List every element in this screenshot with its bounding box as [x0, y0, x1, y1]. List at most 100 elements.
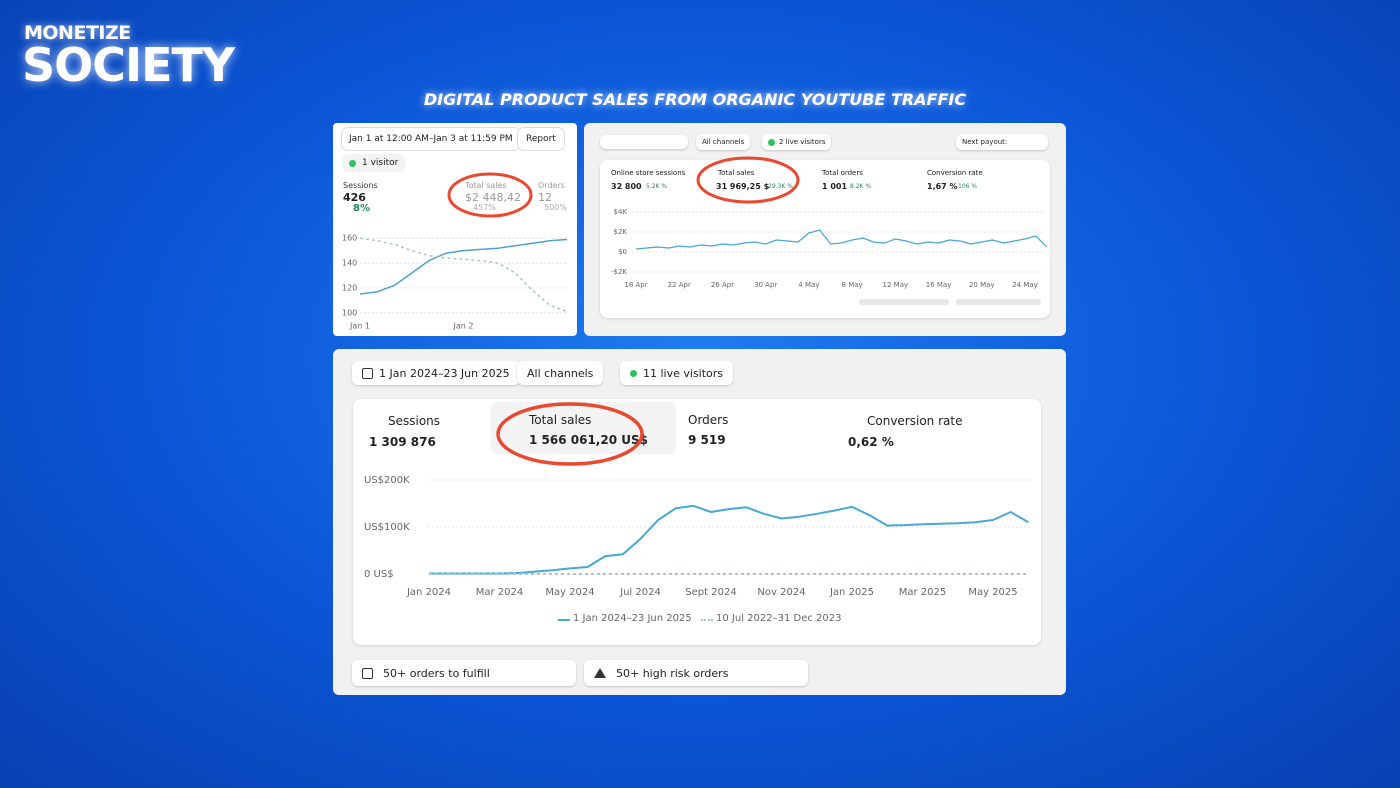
panel-2: All channels 2 live visitors Next payout…	[584, 123, 1066, 336]
metric-value: 1,67 %	[927, 182, 958, 191]
metric-label: Orders	[688, 413, 729, 427]
visitors: 1 visitor	[342, 154, 406, 172]
metric-change: 5.2K %	[646, 183, 668, 190]
x-tick-label: Jan 2024	[406, 587, 451, 598]
date-picker[interactable]	[600, 135, 688, 149]
x-tick-label: May 2025	[968, 587, 1017, 598]
y-tick-label: 100	[342, 308, 357, 317]
highlight-circle	[447, 172, 533, 218]
legend-blur	[859, 299, 949, 305]
x-tick-label: 16 May	[926, 281, 952, 289]
y-tick-label: $0	[618, 248, 627, 256]
x-tick-label: 12 May	[883, 281, 909, 289]
payout-text: Next payout:	[962, 138, 1008, 146]
metric-value: 1 566 061,20 US$	[529, 433, 648, 447]
metric-label: Orders	[538, 181, 565, 190]
y-tick-label: 160	[342, 234, 357, 243]
task-text: 50+ high risk orders	[616, 666, 729, 680]
x-tick-label: Jul 2024	[619, 587, 661, 598]
metrics-card	[600, 160, 1050, 318]
metric-label: Conversion rate	[867, 414, 963, 428]
metric-value: 32 800	[611, 182, 642, 191]
legend-swatch	[558, 619, 570, 621]
x-tick-label: 22 Apr	[668, 281, 691, 289]
x-tick-label: 30 Apr	[754, 281, 777, 289]
task-button[interactable]: 50+ orders to fulfill	[352, 660, 576, 686]
x-tick-label: 24 May	[1012, 281, 1038, 289]
y-tick-label: US$100K	[364, 522, 410, 533]
x-tick-label: Jan 1	[349, 322, 370, 331]
metric-value: 31 969,25 $	[716, 182, 770, 191]
metric-label: Total orders	[822, 169, 863, 177]
metric-label: Total sales	[718, 169, 755, 177]
x-tick-label: Jan 2025	[829, 587, 874, 598]
y-tick-label: US$200K	[364, 475, 410, 486]
metric-value: 1 001	[822, 182, 848, 191]
y-tick-label: 120	[342, 283, 357, 292]
date-range[interactable]: Jan 1 at 12:00 AM–Jan 3 at 11:59 PM	[342, 128, 520, 150]
metric-change: 8%	[353, 203, 370, 214]
x-tick-label: May 2024	[545, 587, 594, 598]
series-line	[359, 237, 568, 313]
warning-icon	[594, 668, 606, 678]
payout: Next payout:	[956, 134, 1048, 150]
x-tick-label: Sept 2024	[685, 587, 736, 598]
highlight-circle	[496, 402, 644, 466]
y-tick-label: $4K	[614, 208, 628, 216]
x-tick-label: Jan 2	[453, 322, 474, 331]
x-tick-label: Mar 2025	[899, 587, 947, 598]
legend-swatch	[701, 619, 713, 621]
metric-label: Total sales	[465, 181, 507, 190]
visitors: 2 live visitors	[762, 134, 832, 150]
live-dot	[349, 159, 356, 167]
visitors-text: 11 live visitors	[643, 366, 724, 380]
x-tick-label: 20 May	[969, 281, 995, 289]
metric-value: 0,62 %	[848, 435, 894, 449]
brand-top: MONETIZE	[24, 22, 131, 44]
metric-value: 1 309 876	[369, 435, 436, 449]
legend-label: 1 Jan 2024–23 Jun 2025	[573, 613, 692, 624]
task-text: 50+ orders to fulfill	[383, 666, 490, 680]
report-button[interactable]: Report	[518, 128, 564, 150]
metric-change: 29.3K %	[768, 183, 793, 190]
y-tick-label: -$2K	[611, 268, 627, 276]
series-line	[359, 238, 568, 295]
metric-label: Conversion rate	[927, 169, 983, 177]
metric-label: Sessions	[388, 414, 441, 428]
metric-change: 8.2K %	[850, 183, 872, 190]
calendar-icon	[362, 367, 373, 379]
channels-button[interactable]: All channels	[517, 361, 604, 385]
x-tick-label: 4 May	[798, 281, 819, 289]
legend-label: 10 Jul 2022–31 Dec 2023	[716, 613, 842, 624]
x-tick-label: Nov 2024	[757, 587, 805, 598]
metric-change: 500%	[544, 203, 567, 212]
live-dot	[768, 138, 775, 146]
metric-value: 12	[538, 191, 552, 204]
x-tick-label: Mar 2024	[476, 587, 524, 598]
date-range[interactable]: 1 Jan 2024–23 Jun 2025	[352, 361, 520, 385]
metric-value: $2 448,42	[465, 191, 521, 204]
x-tick-label: 18 Apr	[624, 281, 647, 289]
metrics-card	[353, 399, 1041, 645]
metric-change: 106 %	[958, 183, 978, 190]
metric-value: 426	[343, 191, 366, 204]
x-tick-label: 26 Apr	[711, 281, 734, 289]
series-line	[635, 229, 1048, 250]
metric-label: Online store sessions	[611, 169, 686, 177]
highlight-circle	[696, 156, 800, 204]
metric-change: 457%	[473, 203, 496, 212]
channels-button[interactable]: All channels	[696, 134, 751, 150]
y-tick-label: $2K	[614, 228, 628, 236]
visitors-text: 2 live visitors	[779, 138, 826, 146]
inbox-icon	[362, 667, 373, 679]
x-tick-label: 8 May	[842, 281, 863, 289]
visitors: 11 live visitors	[620, 361, 734, 385]
task-button[interactable]: 50+ high risk orders	[584, 660, 808, 686]
headline: DIGITAL PRODUCT SALES FROM ORGANIC YOUTU…	[423, 90, 967, 109]
date-range-text: 1 Jan 2024–23 Jun 2025	[379, 366, 510, 380]
visitors-text: 1 visitor	[362, 158, 399, 168]
y-tick-label: 0 US$	[364, 569, 394, 580]
live-dot	[630, 369, 637, 377]
